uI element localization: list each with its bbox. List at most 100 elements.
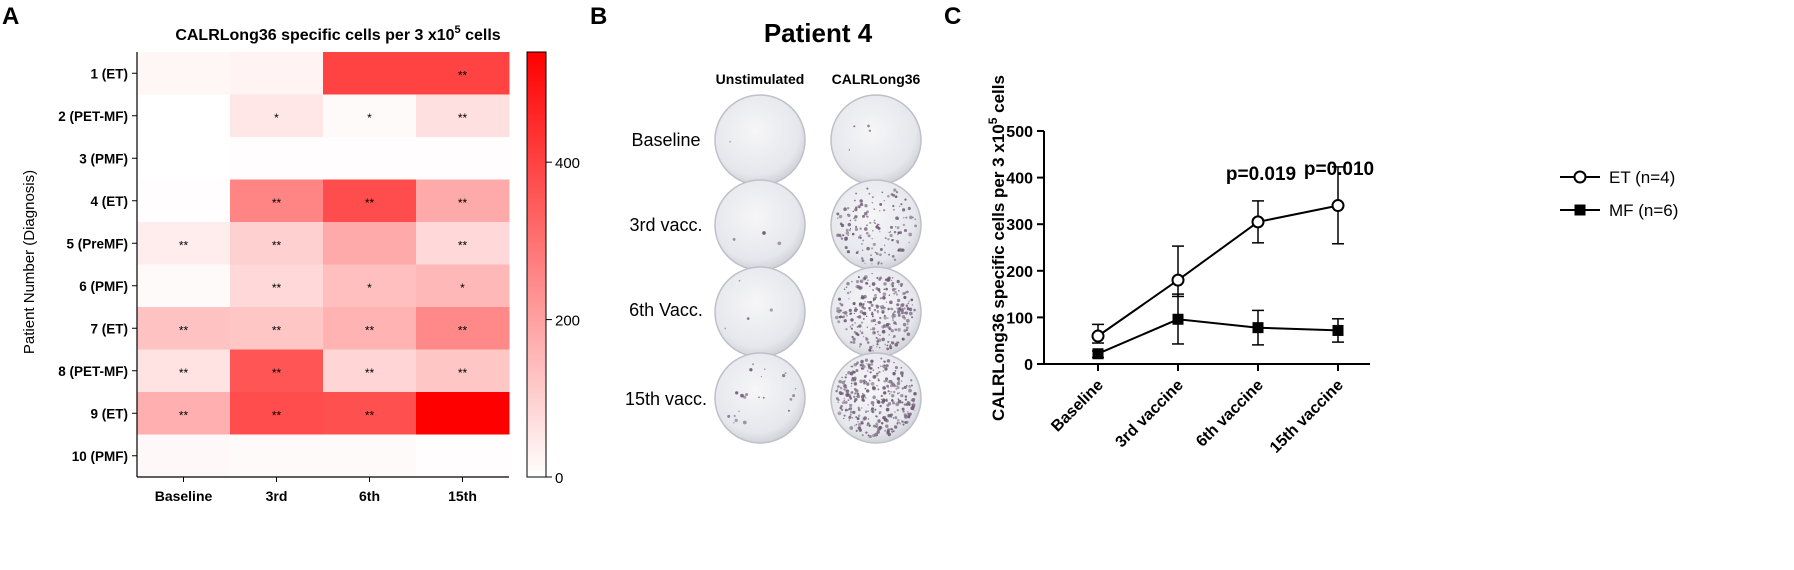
elispot-spot xyxy=(878,412,881,415)
elispot-spot xyxy=(914,224,918,228)
elispot-spot xyxy=(885,419,889,423)
heatmap-cell xyxy=(137,307,231,350)
elispot-spot xyxy=(850,365,853,368)
elispot-spot xyxy=(867,279,869,281)
elispot-spot xyxy=(837,411,842,416)
heatmap-cell xyxy=(137,434,231,478)
elispot-spot xyxy=(871,327,876,331)
elispot-spot xyxy=(885,323,888,326)
elispot-spot xyxy=(877,388,880,391)
elispot-spot xyxy=(893,361,895,364)
heatmap-cell xyxy=(230,307,324,350)
elispot-spot xyxy=(868,379,871,382)
elispot-spot xyxy=(880,398,883,401)
elispot-spot xyxy=(884,237,887,240)
row-label-15th: 15th vacc. xyxy=(625,389,707,409)
elispot-spot xyxy=(888,294,891,296)
elispot-spot xyxy=(845,328,848,331)
heatmap-cell xyxy=(416,264,510,308)
heatmap-labels: *** * **** ** **** ** **** * *** ** ** **** ** ** ****… xyxy=(58,66,477,504)
heatmap-cells xyxy=(137,52,510,478)
elispot-spot xyxy=(890,391,892,393)
line-legend: ET (n=4) MF (n=6) xyxy=(1560,168,1678,220)
elispot-spot xyxy=(862,318,865,320)
elispot-spot xyxy=(850,341,853,344)
significance-marker: * xyxy=(274,111,279,125)
elispot-spot xyxy=(882,306,886,310)
elispot-spot xyxy=(891,428,894,431)
elispot-spot xyxy=(894,342,899,347)
elispot-spot xyxy=(843,288,846,291)
elispot-spot xyxy=(875,424,879,428)
elispot-spot xyxy=(875,374,879,377)
elispot-spot xyxy=(839,302,842,305)
elispot-spot xyxy=(842,315,846,318)
elispot-spot xyxy=(866,389,870,393)
elispot-spot xyxy=(879,404,882,408)
elispot-spot xyxy=(887,390,890,393)
significance-marker: ** xyxy=(458,68,468,82)
elispot-spot xyxy=(867,410,870,412)
elispot-spot xyxy=(860,367,863,369)
heatmap-cell xyxy=(137,349,231,393)
elispot-spot xyxy=(868,285,871,288)
elispot-spot xyxy=(872,330,876,335)
elispot-spot xyxy=(864,301,866,303)
col-header-unstimulated: Unstimulated xyxy=(716,71,805,87)
elispot-spot xyxy=(901,303,905,307)
elispot-spot xyxy=(873,293,877,297)
heatmap-y-axis-label: Patient Number (Diagnosis) xyxy=(21,170,38,354)
elispot-spot xyxy=(856,392,860,396)
elispot-spot xyxy=(891,284,895,288)
elispot-spot xyxy=(901,420,903,423)
elispot-spot xyxy=(848,298,850,300)
elispot-spot xyxy=(839,222,843,226)
elispot-spot xyxy=(881,329,886,334)
elispot-spot xyxy=(896,303,899,306)
elispot-spot xyxy=(894,225,897,228)
elispot-spot xyxy=(903,403,906,406)
elispot-spot xyxy=(898,314,900,316)
elispot-spot xyxy=(733,414,736,418)
line-x-tick-label: 15th vaccine xyxy=(1267,377,1347,457)
elispot-spot xyxy=(875,336,878,339)
heatmap-row-label: 4 (ET) xyxy=(90,194,128,209)
elispot-spot xyxy=(847,234,849,237)
elispot-spot xyxy=(883,316,887,320)
elispot-spot xyxy=(752,363,754,366)
data-point xyxy=(1251,215,1265,229)
elispot-spot xyxy=(885,398,888,400)
elispot-spot xyxy=(865,431,868,434)
elispot-spot xyxy=(879,202,883,206)
elispot-spot xyxy=(890,384,893,388)
elispot-spot xyxy=(848,395,852,398)
elispot-spot xyxy=(872,230,874,232)
significance-marker: ** xyxy=(272,238,282,252)
heatmap-cell xyxy=(137,264,231,308)
heatmap-cell xyxy=(230,94,324,138)
elispot-spot xyxy=(880,262,883,265)
elispot-spot xyxy=(760,375,763,378)
elispot-spot xyxy=(878,346,881,349)
elispot-spot xyxy=(892,417,895,419)
row-label-3rd: 3rd vacc. xyxy=(629,215,702,235)
elispot-spot xyxy=(855,284,859,289)
elispot-spot xyxy=(872,369,875,372)
elispot-spot xyxy=(889,323,891,326)
heatmap-col-label: 3rd xyxy=(266,488,288,504)
elispot-spot xyxy=(908,307,913,312)
elispot-spot xyxy=(852,378,857,382)
elispot-spot xyxy=(846,250,850,254)
heatmap-cell xyxy=(230,349,324,393)
elispot-spot xyxy=(869,345,873,350)
elispot-spot xyxy=(867,434,870,437)
elispot-spot xyxy=(866,341,870,344)
elispot-spot xyxy=(902,322,907,327)
elispot-spot xyxy=(865,315,868,318)
elispot-spot xyxy=(870,312,874,316)
elispot-spot xyxy=(860,321,864,324)
elispot-spot xyxy=(871,237,873,240)
elispot-spot xyxy=(857,315,862,319)
heatmap-row-label: 1 (ET) xyxy=(90,66,128,81)
